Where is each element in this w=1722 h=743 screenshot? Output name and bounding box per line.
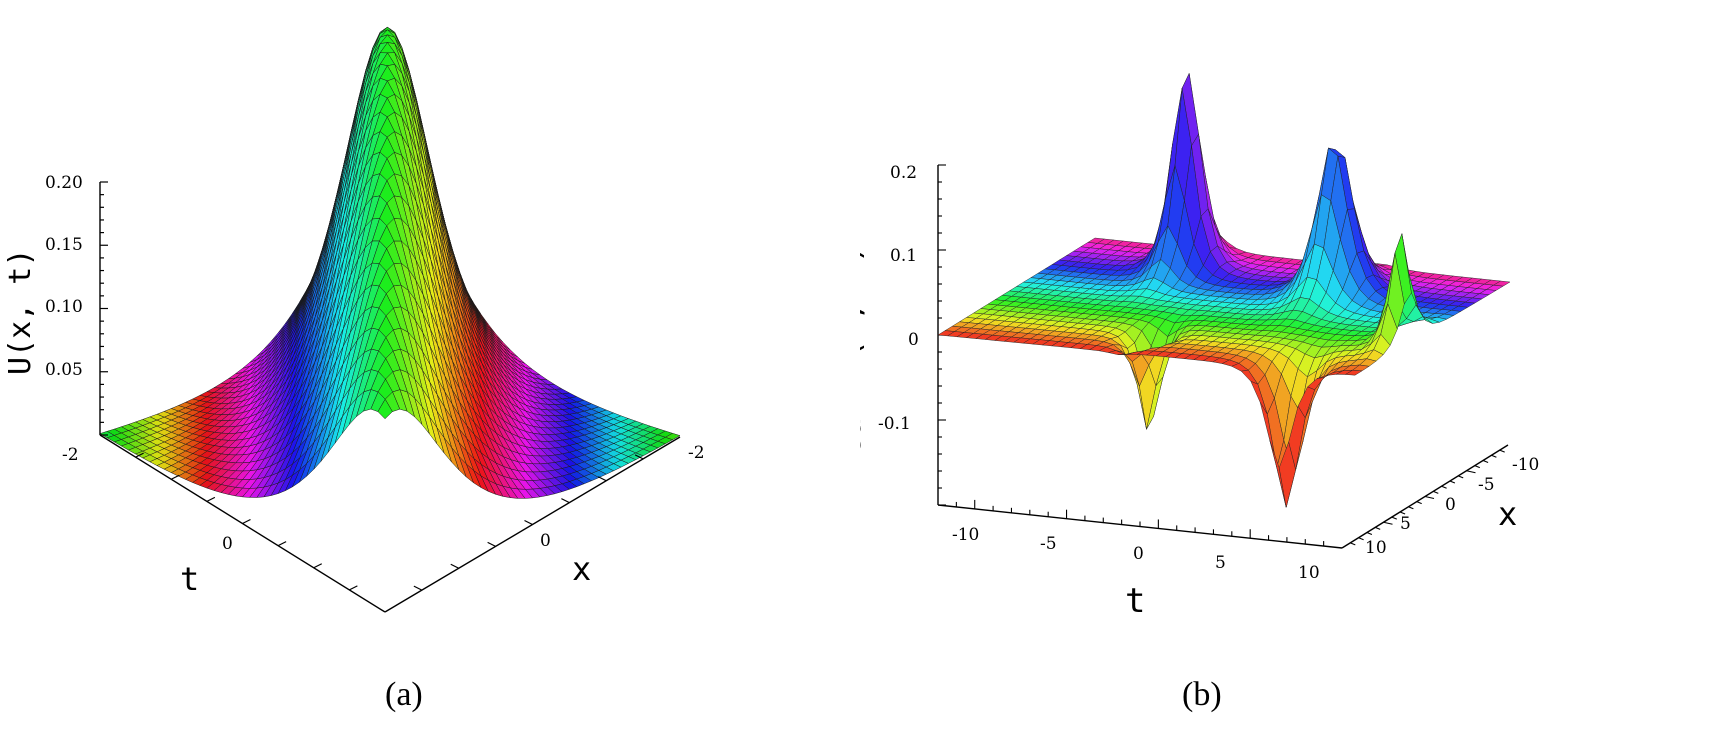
- tick-mark: [277, 541, 287, 547]
- t-axis-label: t: [180, 560, 199, 598]
- t-tick-label: -10: [952, 525, 979, 545]
- tick-mark: [1391, 516, 1398, 520]
- surface-b: [937, 72, 1511, 508]
- t-tick-label: -2: [62, 445, 79, 465]
- t-tick-label: -5: [1040, 534, 1057, 554]
- tick-mark: [1449, 480, 1456, 484]
- tick-mark: [1499, 449, 1505, 453]
- tick-mark: [1466, 470, 1476, 474]
- tick-mark: [524, 519, 533, 526]
- tick-mark: [349, 585, 358, 591]
- x-tick-label: 10: [1365, 538, 1387, 558]
- t-tick-label: 0: [1133, 544, 1144, 564]
- z-axis-label: U(x, t): [3, 249, 38, 375]
- x-tick-label: -10: [1512, 455, 1539, 475]
- x-tick-label: -2: [688, 443, 705, 463]
- panel-b: 0.2 0.1 0 -0.1 -10 -5 0 5 10 -10 -5 0 5 …: [860, 0, 1722, 743]
- tick-mark: [413, 585, 423, 591]
- tick-mark: [1491, 454, 1497, 458]
- caption-a: (a): [385, 676, 423, 713]
- z-tick-label: 0.20: [45, 173, 83, 193]
- t-axis-label: t: [1125, 581, 1145, 621]
- tick-mark: [1374, 526, 1381, 530]
- tick-mark: [1433, 490, 1439, 494]
- tick-mark: [1358, 537, 1364, 541]
- tick-mark: [135, 452, 144, 458]
- z-tick-label: -0.1: [878, 414, 911, 434]
- tick-mark: [1399, 511, 1406, 515]
- z-tick-label: 0.1: [890, 246, 917, 266]
- x-tick-label: -5: [1478, 475, 1495, 495]
- z-tick-label: 0.05: [45, 360, 83, 380]
- z-tick-label: 0.2: [890, 163, 917, 183]
- tick-mark: [1416, 501, 1422, 505]
- tick-mark: [170, 474, 180, 480]
- x-tick-label: 5: [1400, 514, 1411, 534]
- surface-patch: [377, 398, 393, 420]
- tick-mark: [1474, 465, 1481, 469]
- z-tick-label: 0.15: [45, 235, 83, 255]
- surface-plot-b: 0.2 0.1 0 -0.1 -10 -5 0 5 10 -10 -5 0 5 …: [860, 72, 1539, 621]
- tick-mark: [487, 541, 496, 547]
- t-tick-label: 5: [1215, 553, 1226, 573]
- tick-mark: [561, 498, 570, 504]
- x-tick-label: 0: [540, 531, 551, 551]
- caption-b: (b): [1182, 676, 1222, 713]
- t-tick-label: 0: [222, 534, 233, 554]
- z-axis-label: Real v(x, t): [860, 244, 868, 475]
- surface-a: [99, 26, 681, 499]
- axes-a: [99, 181, 681, 613]
- panel-a: 0.20 0.15 0.10 0.05 -2 0 -2 0 U(x, t) t …: [0, 0, 860, 743]
- tick-mark: [1424, 495, 1435, 500]
- x-axis-label: x: [1498, 495, 1517, 533]
- surface-plot-a: 0.20 0.15 0.10 0.05 -2 0 -2 0 U(x, t) t …: [3, 26, 705, 613]
- tick-mark: [634, 454, 644, 460]
- surface-patch: [1344, 369, 1363, 376]
- tick-mark: [1366, 532, 1373, 536]
- tick-mark: [1457, 475, 1464, 479]
- tick-mark: [450, 563, 460, 569]
- tick-mark: [597, 476, 607, 482]
- x-tick-label: 0: [1445, 495, 1456, 515]
- ticks-b: [938, 164, 1505, 547]
- tick-mark: [1350, 542, 1356, 546]
- tick-mark: [1482, 459, 1489, 463]
- tick-mark: [1441, 485, 1447, 489]
- tick-mark: [1383, 521, 1393, 525]
- tick-mark: [206, 496, 216, 502]
- x-axis-label: x: [572, 550, 591, 588]
- tick-mark: [1408, 506, 1414, 510]
- tick-mark: [242, 518, 251, 525]
- t-tick-label: 10: [1298, 563, 1320, 583]
- ticks-a: [100, 181, 644, 591]
- z-tick-label: 0.10: [45, 297, 83, 317]
- z-tick-label: 0: [908, 330, 919, 350]
- tick-mark: [313, 563, 323, 569]
